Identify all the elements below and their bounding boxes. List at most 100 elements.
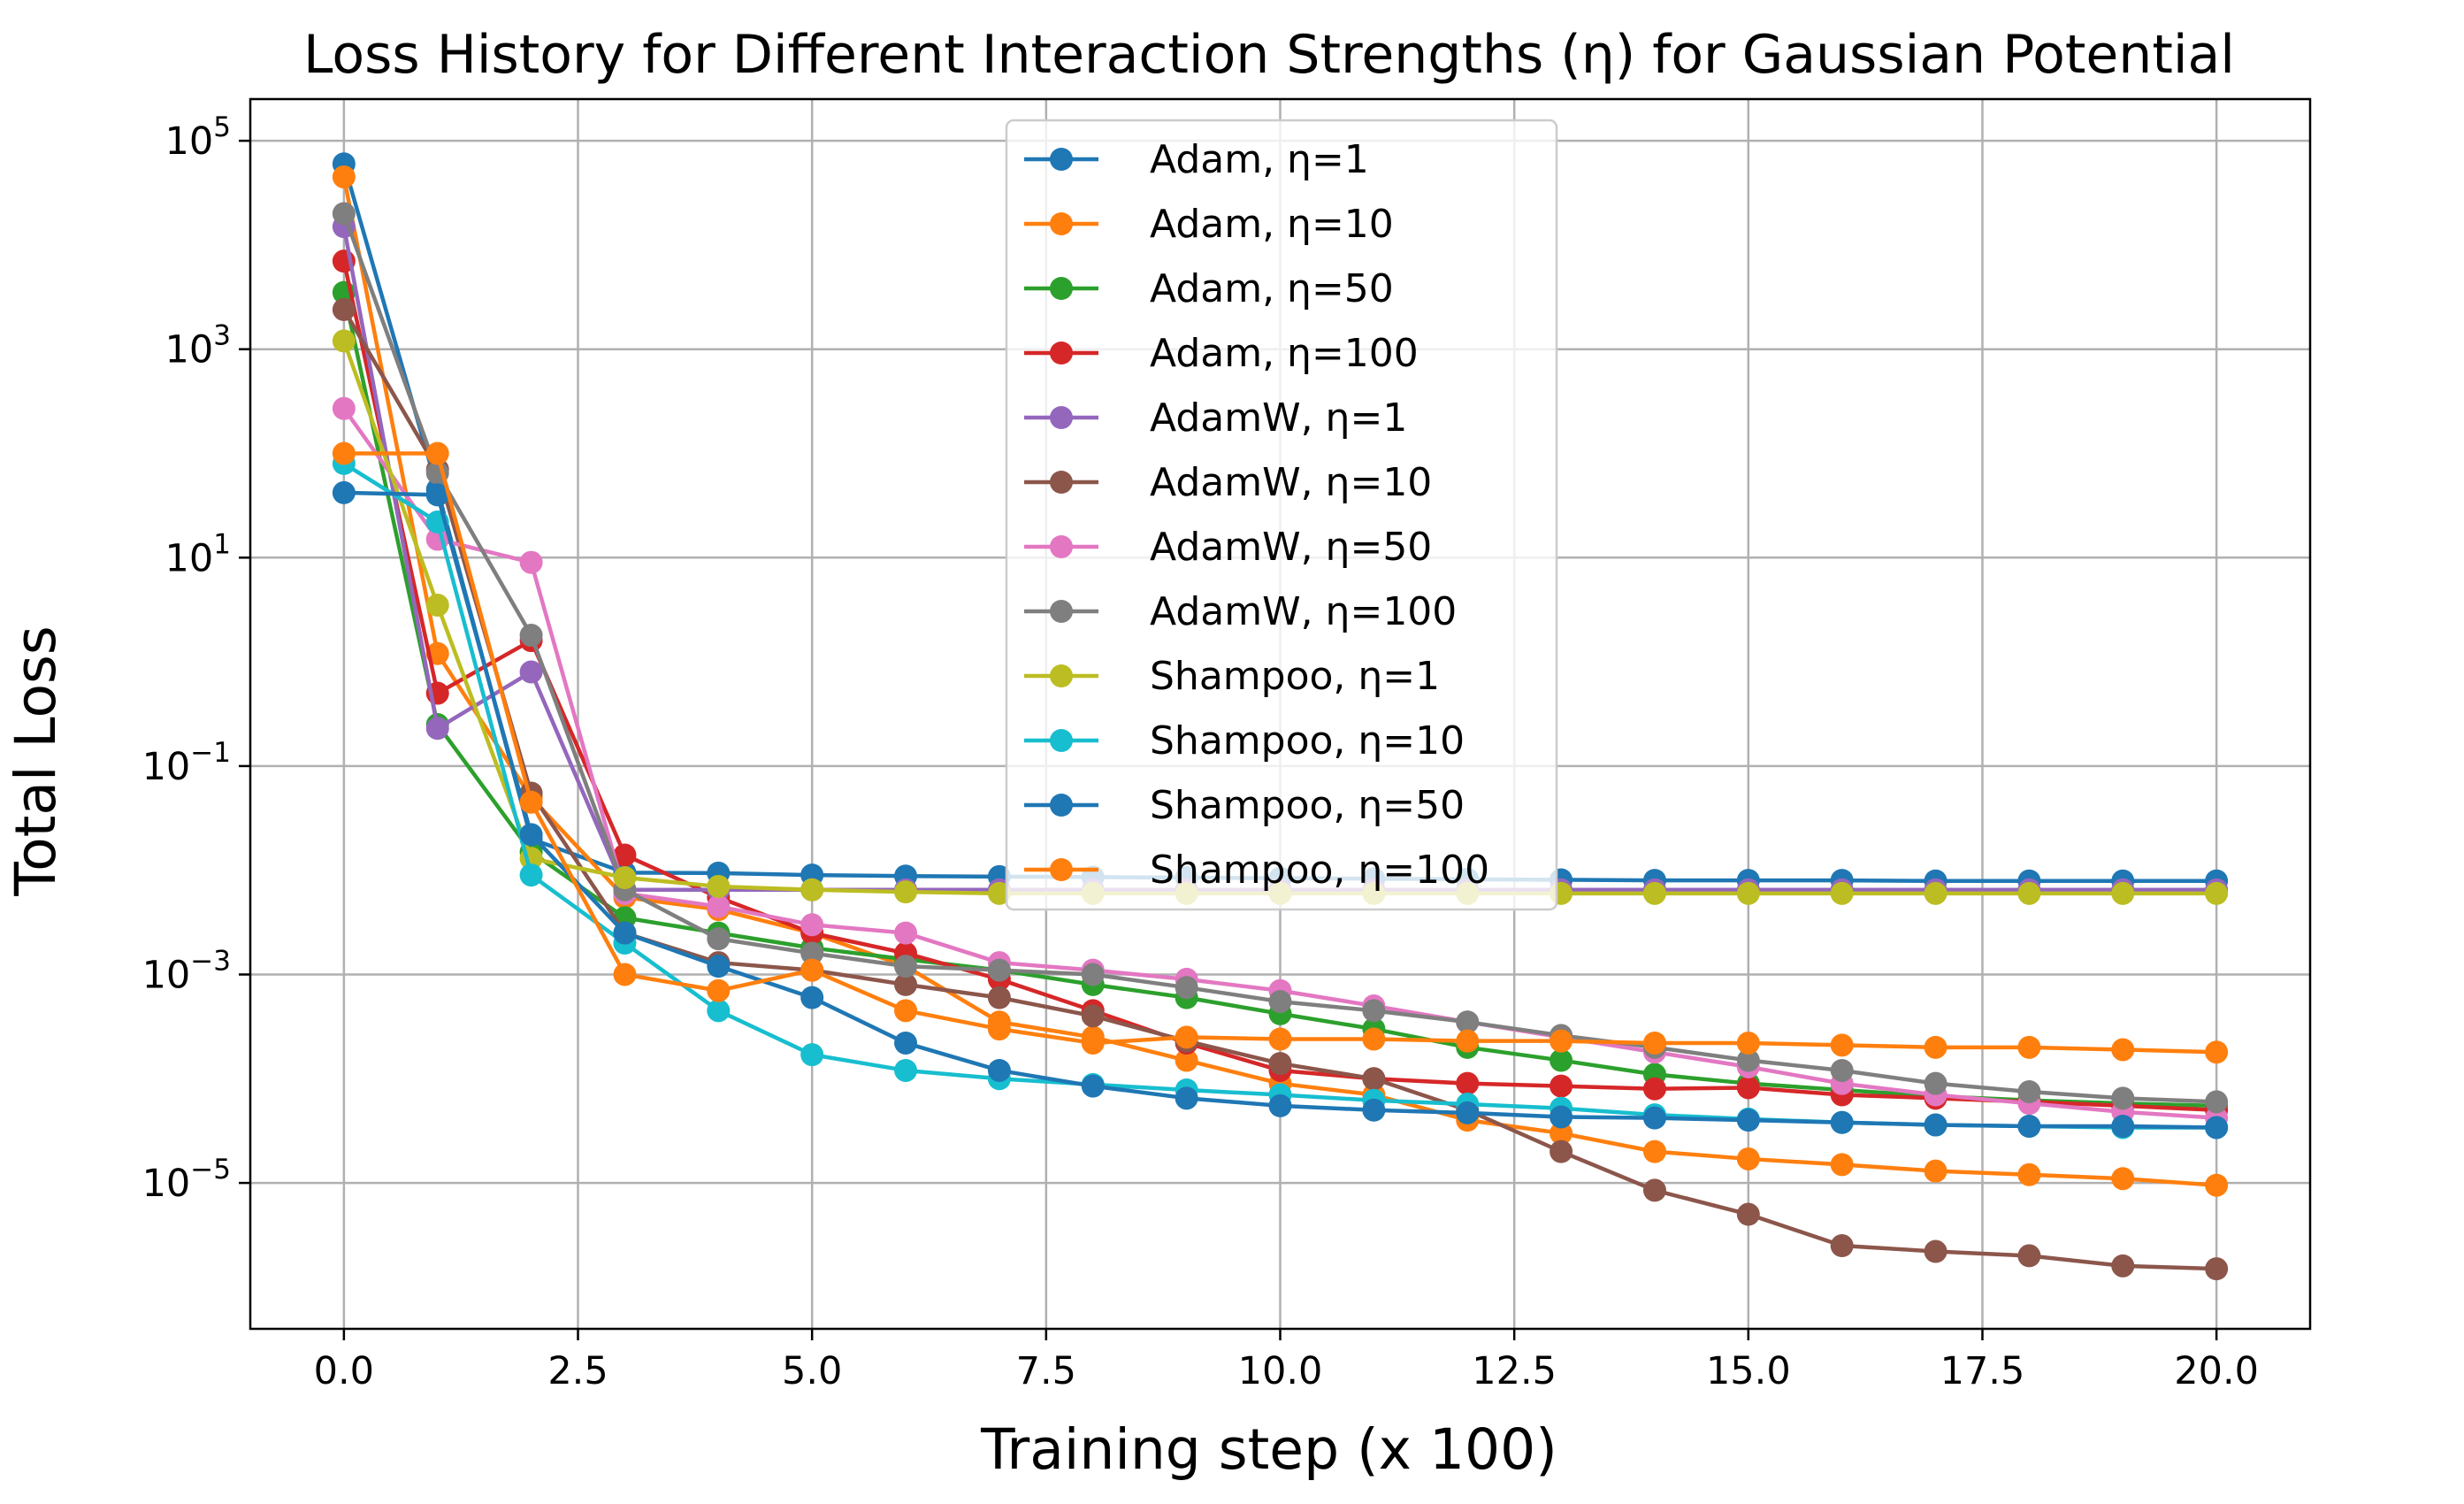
data-point bbox=[1550, 1121, 1573, 1145]
data-point bbox=[2111, 1086, 2135, 1110]
data-point bbox=[1924, 1239, 1947, 1263]
data-point bbox=[613, 921, 637, 945]
data-point bbox=[1830, 1234, 1854, 1258]
data-point bbox=[987, 1058, 1011, 1082]
x-tick-label: 10.0 bbox=[1238, 1349, 1323, 1393]
data-point bbox=[1736, 1202, 1760, 1226]
legend-marker bbox=[1050, 600, 1073, 623]
data-point bbox=[2111, 1114, 2135, 1138]
data-point bbox=[519, 863, 543, 887]
data-point bbox=[987, 958, 1011, 982]
legend-box bbox=[1005, 119, 1558, 911]
legend-label: Adam, η=1 bbox=[1150, 137, 1369, 182]
data-point bbox=[1456, 1071, 1480, 1095]
y-axis-title: Total Loss bbox=[4, 625, 68, 896]
data-point bbox=[2017, 1035, 2041, 1059]
legend-marker bbox=[1050, 341, 1073, 364]
data-point bbox=[1830, 881, 1854, 905]
legend-marker bbox=[1050, 277, 1073, 300]
data-point bbox=[1456, 1029, 1480, 1053]
data-point bbox=[1642, 1031, 1666, 1055]
data-point bbox=[1830, 1153, 1854, 1177]
legend-item: Adam, η=10 bbox=[1024, 202, 1394, 247]
legend-label: AdamW, η=10 bbox=[1150, 460, 1432, 505]
data-point bbox=[1642, 881, 1666, 905]
data-point bbox=[332, 165, 356, 188]
legend-marker bbox=[1050, 794, 1073, 817]
data-point bbox=[1642, 1178, 1666, 1202]
legend-item: Shampoo, η=1 bbox=[1024, 654, 1440, 699]
x-tick-label: 12.5 bbox=[1472, 1349, 1557, 1393]
legend-marker bbox=[1050, 471, 1073, 494]
legend-item: AdamW, η=1 bbox=[1024, 395, 1407, 441]
x-tick-label: 5.0 bbox=[782, 1349, 842, 1393]
data-point bbox=[1642, 1077, 1666, 1101]
data-point bbox=[800, 986, 824, 1009]
data-point bbox=[1550, 1074, 1573, 1098]
chart-title: Loss History for Different Interaction S… bbox=[303, 24, 2235, 86]
data-point bbox=[894, 955, 918, 978]
data-point bbox=[1550, 1140, 1573, 1163]
series-12 bbox=[332, 441, 2229, 1064]
data-point bbox=[1830, 1033, 1854, 1057]
data-point bbox=[1830, 1110, 1854, 1134]
data-point bbox=[1268, 1093, 1292, 1117]
data-point bbox=[707, 874, 731, 898]
data-point bbox=[800, 878, 824, 902]
data-point bbox=[894, 999, 918, 1023]
legend-item: Shampoo, η=100 bbox=[1024, 848, 1489, 893]
data-point bbox=[1081, 1004, 1105, 1028]
data-point bbox=[519, 660, 543, 684]
y-axis: 10−5 10−3 10−1 101 103 105 bbox=[142, 111, 250, 1206]
legend-item: AdamW, η=50 bbox=[1024, 525, 1432, 570]
data-point bbox=[1456, 1010, 1480, 1034]
data-point bbox=[1550, 1048, 1573, 1072]
legend-label: Shampoo, η=10 bbox=[1150, 718, 1465, 764]
data-point bbox=[2111, 1038, 2135, 1062]
data-point bbox=[1268, 1052, 1292, 1076]
x-axis-title: Training step (x 100) bbox=[980, 1417, 1557, 1482]
data-point bbox=[613, 963, 637, 986]
series-11 bbox=[332, 480, 2229, 1140]
legend-item: Adam, η=50 bbox=[1024, 266, 1394, 311]
data-point bbox=[894, 880, 918, 904]
legend-item: Adam, η=1 bbox=[1024, 137, 1369, 182]
y-tick-label: 10−1 bbox=[142, 737, 231, 789]
legend-marker bbox=[1050, 535, 1073, 558]
data-point bbox=[800, 913, 824, 937]
legend-label: AdamW, η=1 bbox=[1150, 395, 1407, 441]
y-tick-label: 103 bbox=[165, 320, 231, 372]
x-tick-label: 20.0 bbox=[2174, 1349, 2259, 1393]
data-point bbox=[1175, 976, 1198, 1000]
legend-label: Adam, η=50 bbox=[1150, 266, 1394, 311]
legend-label: AdamW, η=100 bbox=[1150, 589, 1457, 634]
data-point bbox=[1456, 1101, 1480, 1124]
data-point bbox=[894, 972, 918, 996]
legend-item: AdamW, η=100 bbox=[1024, 589, 1457, 634]
legend-marker bbox=[1050, 664, 1073, 687]
data-point bbox=[894, 921, 918, 945]
legend-marker bbox=[1050, 212, 1073, 235]
legend-label: AdamW, η=50 bbox=[1150, 525, 1432, 570]
legend-marker bbox=[1050, 858, 1073, 881]
data-point bbox=[2017, 1114, 2041, 1138]
data-point bbox=[1736, 1048, 1760, 1072]
data-point bbox=[1362, 1027, 1386, 1051]
data-point bbox=[707, 978, 731, 1002]
data-point bbox=[707, 955, 731, 978]
y-tick-label: 10−5 bbox=[142, 1154, 231, 1206]
x-tick-label: 0.0 bbox=[314, 1349, 374, 1393]
data-point bbox=[894, 1031, 918, 1055]
data-point bbox=[332, 329, 356, 353]
data-point bbox=[332, 202, 356, 226]
x-tick-label: 17.5 bbox=[1940, 1349, 2025, 1393]
legend-marker bbox=[1050, 148, 1073, 171]
data-point bbox=[425, 441, 449, 465]
legend-marker bbox=[1050, 729, 1073, 752]
x-tick-label: 7.5 bbox=[1016, 1349, 1076, 1393]
legend: Adam, η=1 Adam, η=10 Adam, η=50 Adam, η=100… bbox=[1005, 119, 1558, 911]
data-point bbox=[1081, 963, 1105, 986]
data-point bbox=[519, 624, 543, 648]
legend-label: Adam, η=100 bbox=[1150, 331, 1419, 376]
